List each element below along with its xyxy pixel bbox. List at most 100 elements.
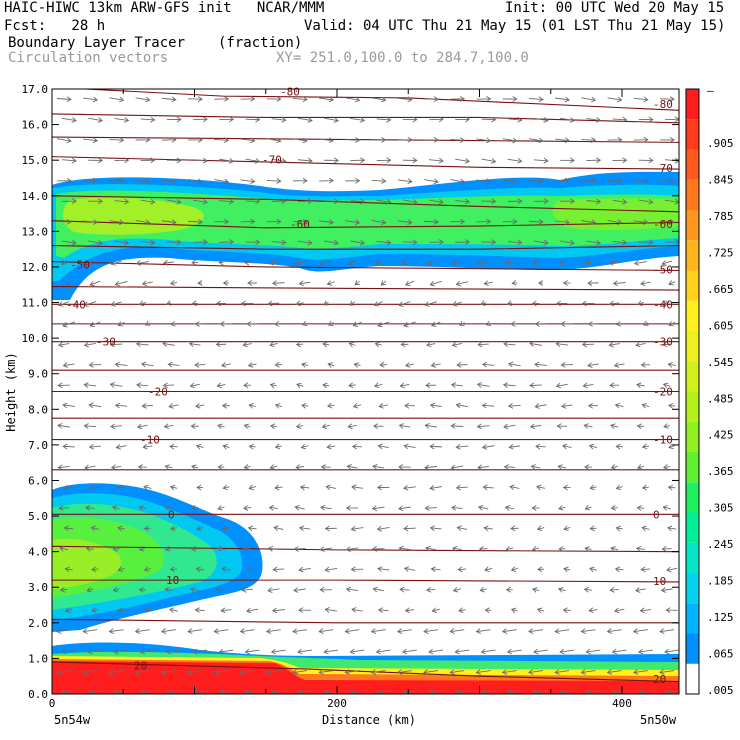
vector-arrow (638, 157, 654, 164)
contour-label-right: -60 (653, 218, 673, 231)
vector-arrow (397, 96, 413, 103)
vector-arrow (195, 443, 204, 450)
vector-arrow (297, 157, 313, 164)
vector-arrow (89, 321, 101, 328)
vector-arrow (581, 96, 597, 103)
vector-arrow (136, 423, 148, 430)
vector-arrow (480, 300, 487, 306)
vector-arrow (246, 566, 258, 573)
vector-arrow (354, 280, 360, 286)
vector-arrow (555, 96, 570, 103)
vector-arrow (455, 484, 468, 491)
vector-arrow (401, 259, 408, 266)
vector-arrow (635, 341, 646, 348)
vector-arrow (450, 464, 464, 471)
colorbar-swatch (686, 149, 699, 180)
header-left-line2: Fcst: 28 h (4, 18, 106, 34)
vector-arrow (324, 117, 340, 123)
vector-arrow (560, 321, 574, 327)
vector-arrow (559, 259, 565, 266)
vector-arrow (640, 361, 651, 368)
vector-arrow (267, 545, 279, 552)
vector-arrow (423, 628, 439, 634)
vector-arrow (292, 137, 308, 144)
y-tick-label: 5.0 (28, 510, 48, 523)
vector-arrow (613, 607, 625, 614)
vector-arrow (451, 504, 463, 511)
vector-arrow (481, 402, 495, 409)
vector-arrow (57, 422, 71, 429)
contour-label: -70 (262, 153, 282, 166)
colorbar-swatch (686, 573, 699, 604)
vector-arrow (580, 669, 596, 675)
vector-arrow (477, 504, 489, 511)
vector-arrow (426, 586, 436, 593)
vector-arrow (273, 525, 284, 532)
vector-arrow (59, 586, 68, 593)
vector-arrow (506, 648, 522, 655)
vector-arrow (245, 239, 261, 246)
colorbar-swatch (686, 179, 699, 210)
vector-arrow (533, 157, 549, 164)
vector-arrow (169, 607, 178, 613)
vector-arrow (328, 320, 334, 326)
vector-arrow (507, 403, 521, 409)
vector-arrow (271, 198, 287, 205)
vector-arrow (61, 117, 77, 123)
x-tick-label: 200 (327, 697, 347, 710)
vector-arrow (615, 484, 623, 491)
vector-arrow (109, 219, 125, 226)
vector-arrow (242, 341, 252, 348)
vector-arrow (57, 464, 70, 471)
vector-arrow (61, 689, 77, 694)
vector-arrow (350, 566, 364, 573)
vector-arrow (667, 484, 676, 491)
vector-arrow (243, 464, 251, 470)
vector-arrow (375, 648, 391, 655)
vector-arrow (300, 443, 309, 450)
colorbar-label: .545 (707, 356, 734, 369)
vector-arrow (114, 361, 128, 368)
vector-arrow (485, 320, 492, 327)
vector-arrow (292, 669, 308, 675)
vector-arrow (455, 198, 471, 205)
vector-arrow (533, 198, 549, 205)
vector-arrow (533, 239, 549, 246)
vector-arrow (661, 546, 672, 552)
vector-arrow (612, 116, 628, 123)
y-tick-label: 9.0 (28, 368, 48, 381)
vector-arrow (403, 566, 416, 572)
contour-label: -20 (148, 386, 168, 399)
vector-arrow (532, 587, 540, 593)
vector-arrow (266, 96, 282, 102)
vector-arrow (239, 628, 255, 634)
vector-arrow (476, 178, 492, 185)
vector-arrow (659, 178, 675, 185)
vector-arrow (194, 607, 205, 614)
vector-arrow (248, 484, 256, 491)
vector-arrow (375, 689, 391, 694)
vector-arrow (297, 239, 313, 246)
vector-arrow (214, 96, 230, 102)
vector-arrow (641, 443, 649, 450)
vector-arrow (559, 648, 575, 655)
y-tick-label: 7.0 (28, 439, 48, 452)
colorbar-label: .725 (707, 246, 734, 259)
vector-arrow (266, 137, 282, 144)
vector-arrow (560, 362, 573, 368)
vector-arrow (610, 464, 618, 470)
vector-arrow (424, 505, 437, 511)
vector-arrow (476, 382, 490, 388)
vector-arrow (481, 116, 497, 123)
vector-arrow (138, 586, 146, 593)
vector-arrow (633, 96, 649, 103)
contour-line (52, 261, 679, 272)
vector-arrow (560, 117, 575, 123)
vector-arrow (403, 321, 416, 328)
vector-arrow (429, 443, 442, 450)
vector-arrow (143, 607, 152, 614)
vector-arrow (450, 137, 466, 143)
vector-arrow (534, 321, 547, 327)
vector-arrow (481, 158, 497, 164)
vector-arrow (164, 464, 173, 470)
